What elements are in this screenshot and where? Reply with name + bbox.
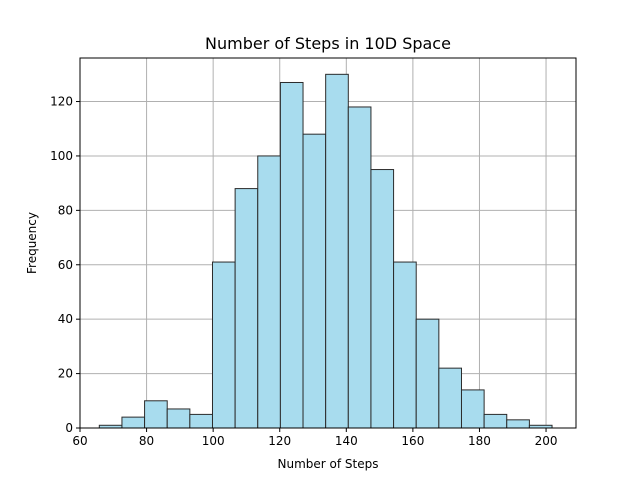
histogram-bar bbox=[166, 408, 191, 429]
histogram-bar bbox=[438, 367, 462, 429]
y-tick-label: 60 bbox=[58, 258, 73, 272]
x-tick-label: 80 bbox=[139, 434, 154, 448]
x-tick-label: 160 bbox=[401, 434, 424, 448]
bars-layer bbox=[98, 73, 553, 429]
x-tick-label: 100 bbox=[202, 434, 225, 448]
histogram-bar bbox=[189, 413, 213, 429]
x-tick-label: 120 bbox=[268, 434, 291, 448]
x-tick-label: 180 bbox=[468, 434, 491, 448]
y-tick-label: 0 bbox=[65, 421, 73, 435]
histogram-bar bbox=[506, 419, 530, 429]
y-tick-label: 100 bbox=[50, 149, 73, 163]
x-axis-label: Number of Steps bbox=[278, 457, 379, 471]
histogram-bar bbox=[144, 400, 168, 429]
y-tick-label: 40 bbox=[58, 312, 73, 326]
histogram-bar bbox=[347, 106, 372, 429]
histogram-bar bbox=[234, 188, 259, 429]
y-axis-label: Frequency bbox=[25, 212, 39, 274]
histogram-bar bbox=[393, 261, 417, 429]
histogram-bar bbox=[325, 73, 349, 429]
histogram-bar bbox=[460, 389, 485, 429]
plot-frame bbox=[79, 57, 577, 429]
histogram-bar bbox=[121, 416, 146, 429]
histogram-bar bbox=[279, 81, 304, 429]
chart-title: Number of Steps in 10D Space bbox=[205, 34, 451, 53]
histogram-bar bbox=[370, 169, 395, 429]
histogram-bar bbox=[211, 261, 236, 429]
x-tick-label: 200 bbox=[535, 434, 558, 448]
y-tick-label: 20 bbox=[58, 367, 73, 381]
histogram-bar bbox=[302, 133, 327, 429]
y-tick-label: 120 bbox=[50, 95, 73, 109]
histogram-bar bbox=[415, 318, 440, 429]
histogram-bar bbox=[257, 155, 281, 429]
y-tick-label: 80 bbox=[58, 203, 73, 217]
x-tick-label: 140 bbox=[335, 434, 358, 448]
histogram-bar bbox=[483, 413, 508, 429]
x-tick-label: 60 bbox=[72, 434, 87, 448]
ticks-layer: 60 80 100 120 140 160 180 200 0 20 40 60 80 100 120 bbox=[50, 95, 557, 448]
